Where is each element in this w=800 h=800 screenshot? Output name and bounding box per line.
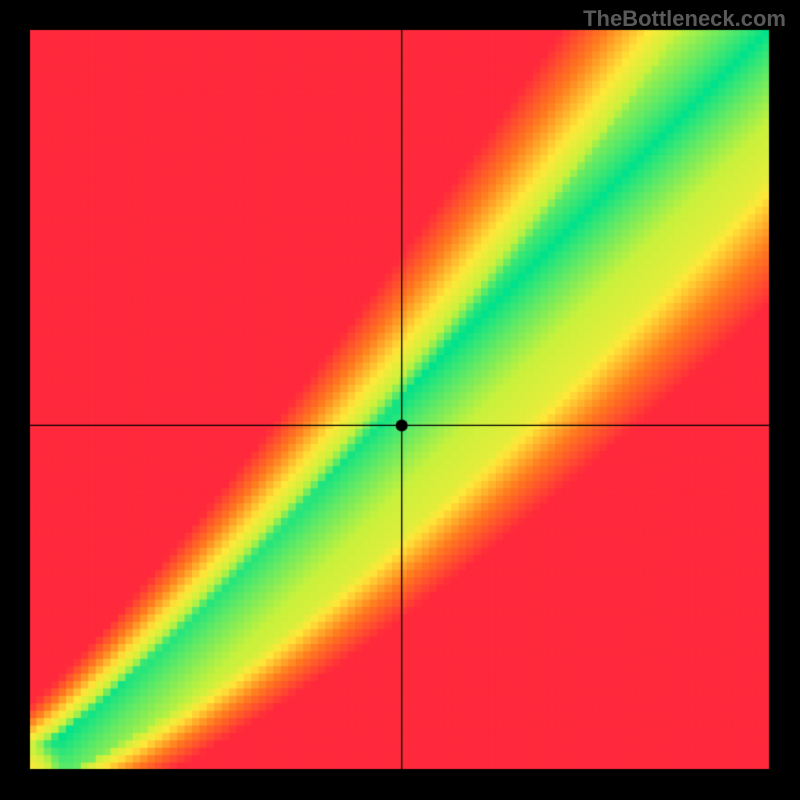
watermark-text: TheBottleneck.com bbox=[583, 6, 786, 32]
bottleneck-heatmap-canvas bbox=[0, 0, 800, 800]
